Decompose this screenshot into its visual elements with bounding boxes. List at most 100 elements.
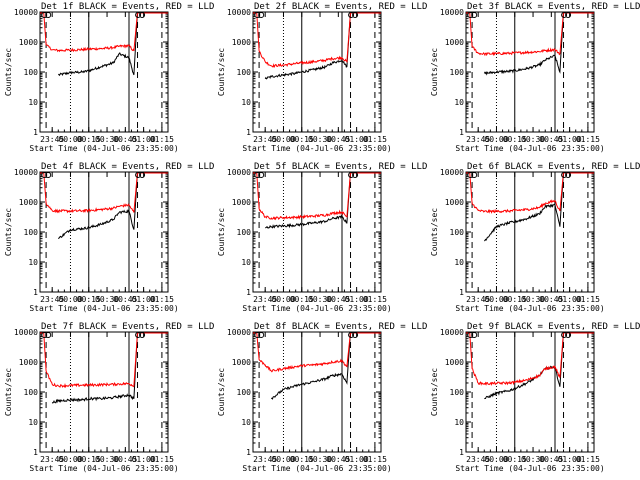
event-marker-icon — [352, 172, 359, 178]
y-tick-label: 10000 — [227, 168, 251, 177]
events-series-line — [265, 171, 351, 229]
panel-title: Det 7f BLACK = Events, RED = LLD — [41, 322, 214, 332]
event-marker-icon — [254, 332, 261, 338]
x-tick-label: 00:00 — [58, 295, 82, 304]
panel-det-7: Det 7f BLACK = Events, RED = LLD 1 10 100 10… — [4, 322, 214, 473]
x-tick-label: 00:00 — [58, 455, 82, 464]
x-axis-label: Start Time (04-Jul-06 23:35:00) — [29, 464, 178, 473]
x-tick-label: 00:00 — [271, 135, 295, 144]
event-marker-icon — [41, 172, 48, 178]
x-tick-label: 00:00 — [58, 135, 82, 144]
y-tick-label: 10 — [241, 98, 251, 107]
event-marker-icon — [41, 12, 48, 18]
events-series-line — [483, 11, 564, 76]
x-tick-label: 00:45 — [113, 295, 137, 304]
lld-series-line — [43, 171, 138, 214]
x-axis-label: Start Time (04-Jul-06 23:35:00) — [455, 304, 604, 313]
y-axis-label: Counts/sec — [430, 48, 439, 96]
x-tick-label: 00:00 — [484, 135, 508, 144]
x-tick-label: 00:30 — [521, 135, 545, 144]
x-tick-label: 00:15 — [290, 295, 314, 304]
panel-title: Det 3f BLACK = Events, RED = LLD — [467, 2, 640, 12]
x-tick-label: 01:00 — [558, 295, 582, 304]
y-tick-label: 10 — [28, 418, 38, 427]
y-tick-label: 100 — [24, 228, 39, 237]
event-marker-icon — [135, 172, 142, 178]
events-series-line — [483, 171, 564, 242]
event-marker-icon — [467, 12, 474, 18]
y-tick-label: 10 — [241, 418, 251, 427]
plot-frame — [465, 171, 595, 293]
y-tick-label: 10000 — [227, 328, 251, 337]
y-axis-label: Counts/sec — [430, 208, 439, 256]
x-tick-label: 00:00 — [484, 295, 508, 304]
x-axis-label: Start Time (04-Jul-06 23:35:00) — [455, 144, 604, 153]
x-tick-label: 00:30 — [95, 135, 119, 144]
x-tick-label: 00:30 — [95, 295, 119, 304]
plot-frame — [252, 171, 382, 293]
y-tick-label: 100 — [450, 388, 465, 397]
panel-det-8: Det 8f BLACK = Events, RED = LLD 1 10 100 10… — [217, 322, 427, 473]
plot-frame — [39, 331, 169, 453]
x-tick-label: 23:45 — [40, 295, 64, 304]
x-tick-label: 01:15 — [576, 135, 600, 144]
y-tick-label: 100 — [237, 228, 252, 237]
x-axis-label: Start Time (04-Jul-06 23:35:00) — [242, 464, 391, 473]
plot-frame — [465, 331, 595, 453]
event-marker-icon — [352, 332, 359, 338]
y-tick-label: 10 — [454, 258, 464, 267]
event-marker-icon — [348, 332, 355, 338]
y-tick-label: 1 — [459, 128, 464, 137]
lld-series-line — [256, 331, 351, 373]
y-tick-label: 100 — [450, 228, 465, 237]
y-tick-label: 10 — [28, 258, 38, 267]
y-tick-label: 10 — [241, 258, 251, 267]
x-tick-label: 00:45 — [326, 455, 350, 464]
y-tick-label: 100 — [237, 388, 252, 397]
y-tick-label: 10 — [454, 98, 464, 107]
x-tick-label: 00:15 — [77, 455, 101, 464]
y-axis-label: Counts/sec — [217, 368, 226, 416]
y-axis-label: Counts/sec — [217, 208, 226, 256]
y-tick-label: 1 — [246, 288, 251, 297]
y-tick-label: 100 — [24, 68, 39, 77]
x-tick-label: 01:15 — [150, 135, 174, 144]
x-tick-label: 01:00 — [345, 295, 369, 304]
event-marker-icon — [258, 172, 265, 178]
x-tick-label: 23:45 — [466, 455, 490, 464]
event-marker-icon — [139, 12, 146, 18]
y-tick-label: 1000 — [445, 38, 464, 47]
lld-series-line — [256, 11, 351, 68]
x-tick-label: 00:30 — [308, 135, 332, 144]
x-tick-label: 00:15 — [503, 455, 527, 464]
plot-frame — [252, 11, 382, 133]
event-marker-icon — [352, 12, 359, 18]
x-tick-label: 23:45 — [253, 455, 277, 464]
event-marker-icon — [565, 172, 572, 178]
y-tick-label: 1 — [33, 288, 38, 297]
events-series-line — [270, 331, 351, 400]
y-tick-label: 1000 — [232, 38, 251, 47]
lld-series-line — [469, 171, 564, 214]
y-tick-label: 1 — [459, 448, 464, 457]
x-tick-label: 01:00 — [558, 455, 582, 464]
x-tick-label: 23:45 — [40, 135, 64, 144]
panel-det-5: Det 5f BLACK = Events, RED = LLD 1 10 100 10… — [217, 162, 427, 313]
event-marker-icon — [258, 332, 265, 338]
y-tick-label: 10000 — [440, 328, 464, 337]
y-tick-label: 1 — [459, 288, 464, 297]
x-tick-label: 01:15 — [150, 295, 174, 304]
event-marker-icon — [45, 172, 52, 178]
x-tick-label: 01:15 — [576, 455, 600, 464]
x-tick-label: 23:45 — [466, 295, 490, 304]
plot-frame — [39, 171, 169, 293]
y-axis-label: Counts/sec — [217, 48, 226, 96]
event-marker-icon — [139, 172, 146, 178]
y-tick-label: 100 — [450, 68, 465, 77]
y-tick-label: 1000 — [445, 358, 464, 367]
y-tick-label: 1 — [33, 448, 38, 457]
x-tick-label: 01:15 — [363, 135, 387, 144]
x-axis-label: Start Time (04-Jul-06 23:35:00) — [242, 144, 391, 153]
x-tick-label: 01:00 — [132, 135, 156, 144]
